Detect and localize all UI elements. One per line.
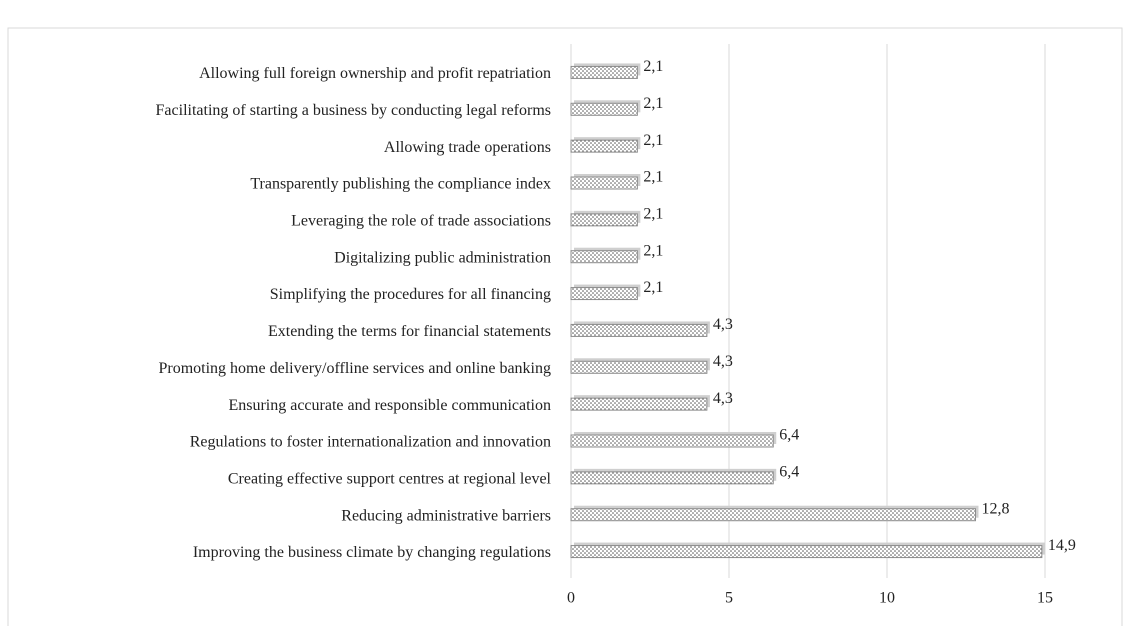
data-label: 6,4 <box>779 464 799 481</box>
data-label: 14,9 <box>1048 537 1076 554</box>
bar <box>570 323 708 337</box>
data-label: 2,1 <box>643 58 663 75</box>
y-tick-label: Reducing administrative barriers <box>341 507 551 524</box>
data-label: 2,1 <box>643 242 663 259</box>
data-label: 4,3 <box>713 316 733 333</box>
y-tick-label: Leveraging the role of trade association… <box>291 213 551 230</box>
bar <box>570 213 638 227</box>
y-tick-label: Ensuring accurate and responsible commun… <box>228 397 551 414</box>
y-tick-label: Transparently publishing the compliance … <box>250 176 551 193</box>
bar <box>570 65 638 79</box>
bar <box>570 397 708 411</box>
y-tick-label: Improving the business climate by changi… <box>193 544 551 561</box>
y-tick-label: Allowing full foreign ownership and prof… <box>199 65 551 82</box>
y-tick-label: Creating effective support centres at re… <box>228 471 552 488</box>
y-tick-label: Allowing trade operations <box>384 139 551 156</box>
data-label: 4,3 <box>713 353 733 370</box>
bar <box>570 471 774 485</box>
y-tick-label: Regulations to foster internationalizati… <box>190 434 551 451</box>
data-label: 2,1 <box>643 206 663 223</box>
y-tick-label: Facilitating of starting a business by c… <box>156 102 551 119</box>
bar <box>570 508 976 522</box>
y-tick-label: Simplifying the procedures for all finan… <box>270 286 551 303</box>
bar <box>570 360 708 374</box>
bar <box>570 287 638 301</box>
x-tick-label: 10 <box>879 590 895 607</box>
bar <box>570 102 638 116</box>
x-tick-label: 5 <box>725 590 733 607</box>
data-label: 2,1 <box>643 132 663 149</box>
data-label: 2,1 <box>643 95 663 112</box>
data-label: 6,4 <box>779 427 799 444</box>
x-tick-label: 15 <box>1037 590 1053 607</box>
data-label: 12,8 <box>981 500 1009 517</box>
data-label: 2,1 <box>643 279 663 296</box>
chart-frame <box>7 27 1123 626</box>
y-tick-label: Promoting home delivery/offline services… <box>158 360 551 377</box>
y-tick-label: Extending the terms for financial statem… <box>268 323 551 340</box>
bar <box>570 139 638 153</box>
data-label: 4,3 <box>713 390 733 407</box>
bar <box>570 545 1043 559</box>
bar <box>570 434 774 448</box>
bar <box>570 250 638 264</box>
y-tick-label: Digitalizing public administration <box>334 249 551 266</box>
x-tick-label: 0 <box>567 590 575 607</box>
bar <box>570 176 638 190</box>
data-label: 2,1 <box>643 169 663 186</box>
